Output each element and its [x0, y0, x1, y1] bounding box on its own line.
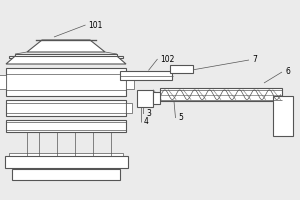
Bar	[4, 156, 127, 168]
Polygon shape	[6, 56, 126, 64]
Bar	[170, 65, 193, 73]
Bar	[6, 120, 126, 132]
Bar	[136, 90, 153, 107]
Text: 101: 101	[88, 21, 103, 29]
Text: 102: 102	[160, 54, 175, 64]
Bar	[120, 71, 172, 80]
Bar	[15, 54, 117, 56]
Bar	[6, 100, 126, 116]
Bar	[0, 75, 6, 89]
Text: 6: 6	[285, 68, 290, 76]
Bar	[12, 169, 120, 180]
Bar	[126, 103, 132, 113]
Bar	[126, 75, 134, 89]
Polygon shape	[27, 40, 105, 52]
Bar	[6, 68, 126, 96]
Bar	[160, 88, 282, 101]
Text: 4: 4	[144, 117, 149, 127]
Bar	[153, 92, 160, 104]
Bar	[9, 153, 123, 158]
Text: 5: 5	[178, 114, 183, 122]
Text: 3: 3	[146, 110, 151, 118]
Text: 7: 7	[252, 55, 257, 64]
Bar	[9, 56, 123, 58]
Bar	[273, 96, 292, 136]
